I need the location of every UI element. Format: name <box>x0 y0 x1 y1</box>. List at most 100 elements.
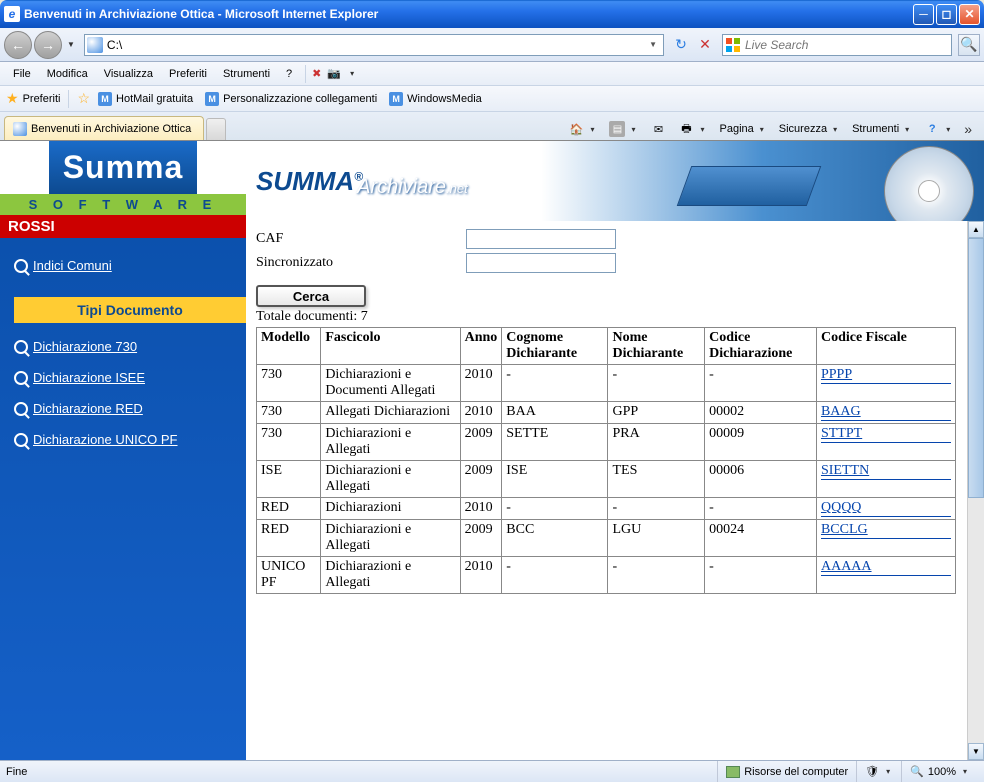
cf-link[interactable]: SIETTN <box>821 463 951 480</box>
sidebar-dunico[interactable]: Dichiarazione UNICO PF <box>14 424 246 455</box>
table-row: ISEDichiarazioni e Allegati2009ISETES000… <box>257 461 956 498</box>
sidebar-disee[interactable]: Dichiarazione ISEE <box>14 362 246 393</box>
separator <box>68 90 69 108</box>
menu-file[interactable]: File <box>6 65 38 83</box>
stop-button[interactable]: ✕ <box>694 34 716 56</box>
cell-anno: 2009 <box>460 424 502 461</box>
m-icon: M <box>98 92 112 106</box>
input-sincro[interactable] <box>466 253 616 273</box>
home-button[interactable]: 🏠▾ <box>563 118 602 140</box>
sidebar-d730[interactable]: Dichiarazione 730 <box>14 331 246 362</box>
fav-winmedia[interactable]: M WindowsMedia <box>385 90 486 108</box>
cf-link[interactable]: QQQQ <box>821 500 951 517</box>
menu-tools[interactable]: Strumenti <box>216 65 277 83</box>
address-dropdown[interactable]: ▼ <box>645 40 661 49</box>
command-bar: 🏠▾ ▤▾ ✉ 🖶▾ Pagina▾ Sicurezza▾ Strumenti▾… <box>226 118 980 140</box>
help-button[interactable]: ?▾ <box>919 118 958 140</box>
vertical-scrollbar[interactable]: ▲ ▼ <box>967 221 984 760</box>
search-go-button[interactable]: 🔍 <box>958 34 980 56</box>
cell-nome: - <box>608 498 705 520</box>
new-tab-button[interactable] <box>206 118 226 140</box>
search-box[interactable] <box>722 34 952 56</box>
cf-link[interactable]: STTPT <box>821 426 951 443</box>
chevron-more[interactable]: » <box>960 121 976 137</box>
refresh-button[interactable]: ↻ <box>670 34 692 56</box>
search-icon <box>14 371 28 385</box>
address-input[interactable] <box>107 38 645 52</box>
cell-codice: 00009 <box>705 424 817 461</box>
help-icon: ? <box>924 121 940 137</box>
logo-software: S O F T W A R E <box>0 194 246 215</box>
cf-link[interactable]: AAAAA <box>821 559 951 576</box>
tab-active[interactable]: Benvenuti in Archiviazione Ottica <box>4 116 204 140</box>
search-input[interactable] <box>745 38 949 52</box>
cf-link[interactable]: BAAG <box>821 404 951 421</box>
print-button[interactable]: 🖶▾ <box>673 118 712 140</box>
mail-button[interactable]: ✉ <box>645 118 671 140</box>
close-button[interactable]: ✕ <box>959 4 980 25</box>
security-menu[interactable]: Sicurezza▾ <box>774 120 845 138</box>
snagit-icon[interactable]: 📷 <box>327 67 341 80</box>
history-dropdown[interactable]: ▼ <box>64 40 78 49</box>
user-name: ROSSI <box>0 215 246 238</box>
scroll-up-button[interactable]: ▲ <box>968 221 984 238</box>
fav-hotmail-label: HotMail gratuita <box>116 93 193 105</box>
cell-fascicolo: Allegati Dichiarazioni <box>321 402 460 424</box>
snagit-dropdown[interactable]: ▾ <box>347 69 357 78</box>
shield-icon: 🛡 <box>865 765 879 778</box>
cell-modello: 730 <box>257 365 321 402</box>
cell-anno: 2009 <box>460 520 502 557</box>
sidebar-indici-comuni[interactable]: Indici Comuni <box>14 250 246 281</box>
status-zoom[interactable]: 🔍 100% ▾ <box>901 761 978 782</box>
tab-page-icon <box>13 122 27 136</box>
search-icon <box>14 402 28 416</box>
logo: Summa S O F T W A R E <box>0 141 246 215</box>
scroll-down-button[interactable]: ▼ <box>968 743 984 760</box>
menu-favorites[interactable]: Preferiti <box>162 65 214 83</box>
address-bar[interactable]: ▼ <box>84 34 664 56</box>
cell-codice: - <box>705 365 817 402</box>
cell-modello: RED <box>257 520 321 557</box>
status-bar: Fine Risorse del computer 🛡▾ 🔍 100% ▾ <box>0 760 984 782</box>
feeds-button[interactable]: ▤▾ <box>604 118 643 140</box>
separator <box>305 65 306 83</box>
menu-edit[interactable]: Modifica <box>40 65 95 83</box>
sidebar-dred[interactable]: Dichiarazione RED <box>14 393 246 424</box>
scroll-thumb[interactable] <box>968 238 984 498</box>
back-button[interactable]: ← <box>4 31 32 59</box>
stop-icon[interactable]: ✖ <box>312 67 321 80</box>
cell-modello: 730 <box>257 402 321 424</box>
cf-link[interactable]: PPPP <box>821 367 951 384</box>
cf-link[interactable]: BCCLG <box>821 522 951 539</box>
navigation-toolbar: ← → ▼ ▼ ↻ ✕ 🔍 <box>0 28 984 62</box>
table-row: REDDichiarazioni2010---QQQQ <box>257 498 956 520</box>
cell-codice: - <box>705 498 817 520</box>
zoom-level: 100% <box>928 766 956 778</box>
status-protected-mode[interactable]: 🛡▾ <box>856 761 901 782</box>
input-caf[interactable] <box>466 229 616 249</box>
banner-subtitle: Archiviare.net <box>357 176 468 199</box>
fav-hotmail[interactable]: M HotMail gratuita <box>94 90 197 108</box>
ie-icon: e <box>4 6 20 22</box>
cell-modello: 730 <box>257 424 321 461</box>
page-menu[interactable]: Pagina▾ <box>715 120 772 138</box>
forward-button[interactable]: → <box>34 31 62 59</box>
maximize-button[interactable]: ◻ <box>936 4 957 25</box>
fav-personal[interactable]: M Personalizzazione collegamenti <box>201 90 381 108</box>
th-cf: Codice Fiscale <box>816 328 955 365</box>
suggested-star-icon[interactable]: ☆ <box>77 90 90 107</box>
security-label: Sicurezza <box>779 123 827 135</box>
total-documents: Totale documenti: 7 <box>256 309 974 325</box>
favorites-star-icon[interactable]: ★ <box>6 90 19 107</box>
favorites-label[interactable]: Preferiti <box>23 93 61 105</box>
cell-cf: BCCLG <box>816 520 955 557</box>
minimize-button[interactable]: ─ <box>913 4 934 25</box>
search-button[interactable]: Cerca <box>256 285 366 307</box>
menu-view[interactable]: Visualizza <box>97 65 160 83</box>
tools-menu[interactable]: Strumenti▾ <box>847 120 917 138</box>
cell-fascicolo: Dichiarazioni e Documenti Allegati <box>321 365 460 402</box>
home-icon: 🏠 <box>568 121 584 137</box>
th-codice: Codice Dichiarazione <box>705 328 817 365</box>
content-area: Summa S O F T W A R E ROSSI Indici Comun… <box>0 140 984 760</box>
menu-help[interactable]: ? <box>279 65 299 83</box>
